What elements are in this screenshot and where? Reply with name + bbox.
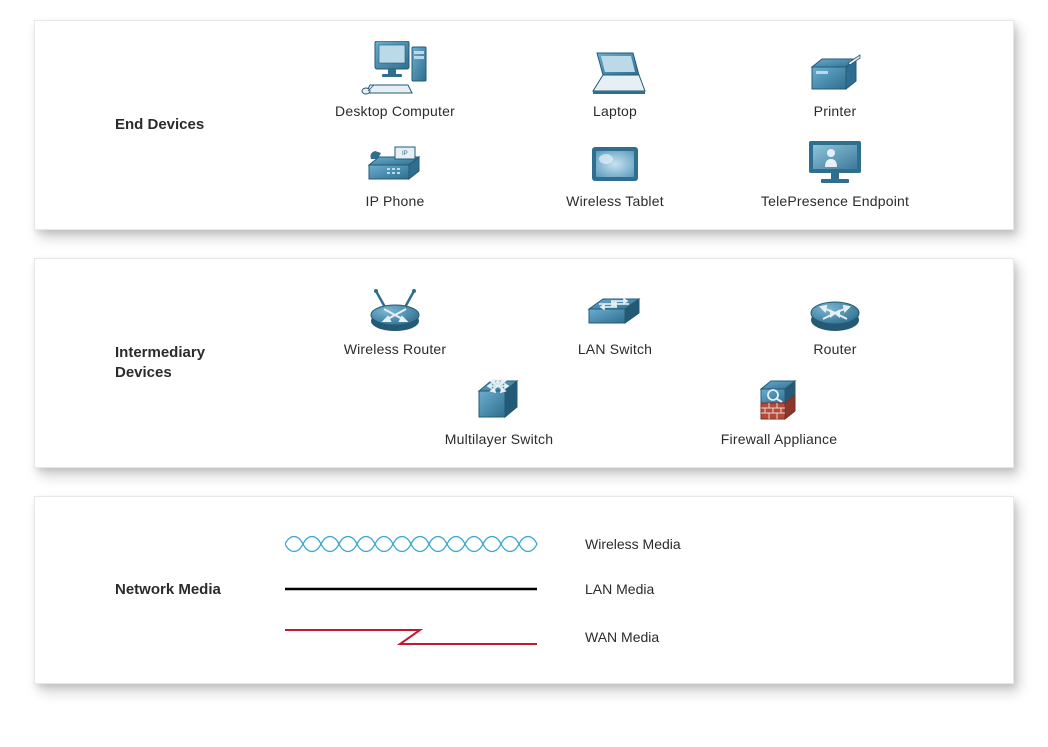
panel-media: Network Media Wireless Media [34,496,1014,684]
wireless-media-icon [285,535,565,553]
tablet-icon [588,133,642,187]
item-multilayer-switch: Multilayer Switch [389,365,609,455]
label-firewall: Firewall Appliance [721,431,837,447]
row-end-2: IP IP Phone [285,127,993,217]
router-icon [807,281,863,335]
item-lan-switch: LAN Switch [505,275,725,365]
label-desktop: Desktop Computer [335,103,455,119]
label-router: Router [813,341,856,357]
label-mlswitch: Multilayer Switch [445,431,553,447]
item-telepresence: TelePresence Endpoint [725,127,945,217]
desktop-icon [360,43,430,97]
panel-body-media: Wireless Media LAN Media WAN Media [285,497,1013,683]
panel-title-end: End Devices [35,115,285,135]
item-firewall: Firewall Appliance [669,365,889,455]
label-telepresence: TelePresence Endpoint [761,193,909,209]
svg-text:IP: IP [402,151,408,157]
media-list: Wireless Media LAN Media WAN Media [285,513,993,671]
item-router: Router [725,275,945,365]
label-tablet: Wireless Tablet [566,193,664,209]
panel-title-media: Network Media [35,580,285,600]
item-laptop: Laptop [505,37,725,127]
printer-icon [806,43,864,97]
ipphone-icon: IP [365,133,425,187]
item-wireless-router: Wireless Router [285,275,505,365]
item-tablet: Wireless Tablet [505,127,725,217]
laptop-icon [583,43,647,97]
row-int-2: Multilayer Switch [285,365,993,455]
media-row-wireless: Wireless Media [285,535,993,553]
wireless-router-icon [364,281,426,335]
row-end-1: Desktop Computer [285,37,993,127]
item-desktop: Desktop Computer [285,37,505,127]
media-row-wan: WAN Media [285,625,993,649]
lan-switch-icon [585,281,645,335]
panel-end-devices: End Devices [34,20,1014,230]
panel-body-intermediary: Wireless Router [285,259,1013,467]
label-printer: Printer [814,103,857,119]
item-ipphone: IP IP Phone [285,127,505,217]
lan-media-icon [285,584,565,594]
firewall-icon [755,371,803,425]
label-ipphone: IP Phone [366,193,425,209]
panel-intermediary: Intermediary Devices [34,258,1014,468]
item-printer: Printer [725,37,945,127]
label-laptop: Laptop [593,103,637,119]
media-row-lan: LAN Media [285,581,993,597]
multilayer-switch-icon [473,371,525,425]
label-wireless-media: Wireless Media [585,536,681,552]
panel-body-end: Desktop Computer [285,21,1013,229]
wan-media-icon [285,625,565,649]
label-wan-media: WAN Media [585,629,659,645]
panel-title-intermediary: Intermediary Devices [35,343,285,384]
label-lan-media: LAN Media [585,581,654,597]
telepresence-icon [803,133,867,187]
row-int-1: Wireless Router [285,275,993,365]
label-wrouter: Wireless Router [344,341,447,357]
label-lanswitch: LAN Switch [578,341,652,357]
